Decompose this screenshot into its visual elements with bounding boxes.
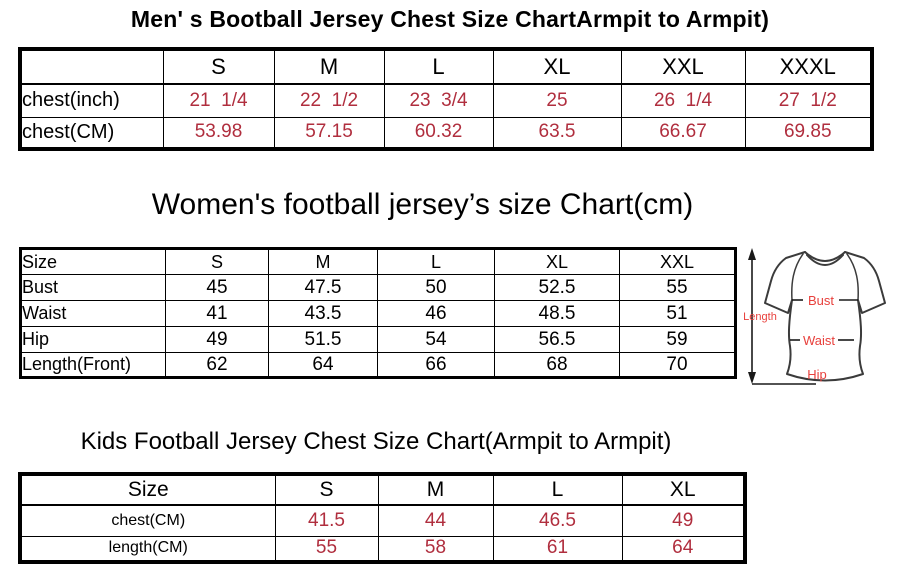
size-value: 48.5 xyxy=(494,300,620,327)
table-row: length(CM) 55 58 61 64 xyxy=(19,535,746,563)
col-header: M xyxy=(273,48,385,85)
size-value: 55 xyxy=(274,535,379,563)
size-value: 27 1/2 xyxy=(744,83,873,118)
size-value: 55 xyxy=(619,274,736,301)
size-value: 52.5 xyxy=(494,274,620,301)
col-header: M xyxy=(377,473,494,506)
size-value: 58 xyxy=(377,535,494,563)
size-value: 63.5 xyxy=(492,116,622,150)
size-value: 51 xyxy=(619,300,736,327)
col-header: S xyxy=(274,473,379,506)
size-value: 44 xyxy=(377,504,494,537)
table-row: chest(CM) 53.98 57.15 60.32 63.5 66.67 6… xyxy=(19,116,873,150)
size-value: 56.5 xyxy=(494,326,620,353)
length-label: Length xyxy=(743,311,777,323)
size-value: 53.98 xyxy=(162,116,275,150)
size-value: 25 xyxy=(492,83,622,118)
col-header: Size xyxy=(20,248,166,275)
row-label: chest(CM) xyxy=(19,504,276,537)
row-label: Bust xyxy=(20,274,166,301)
size-value: 49 xyxy=(621,504,746,537)
size-value: 46.5 xyxy=(492,504,623,537)
row-label: Waist xyxy=(20,300,166,327)
col-header: XXL xyxy=(619,248,736,275)
col-header: XL xyxy=(621,473,746,506)
table-header-row: Size S M L XL XXL xyxy=(20,248,736,275)
table-header-row: S M L XL XXL XXXL xyxy=(19,48,873,85)
size-value: 62 xyxy=(165,352,269,378)
col-header: L xyxy=(377,248,495,275)
kids-chart-title: Kids Football Jersey Chest Size Chart(Ar… xyxy=(80,428,672,455)
mens-size-table: S M L XL XXL XXXL chest(inch) 21 1/4 22 … xyxy=(18,47,874,151)
mens-chart-title: Men' s Bootball Jersey Chest Size ChartA… xyxy=(130,6,770,32)
size-value: 22 1/2 xyxy=(273,83,385,118)
col-header: XXL xyxy=(620,48,746,85)
kids-size-table: Size S M L XL chest(CM) 41.5 44 46.5 49 … xyxy=(18,472,747,564)
col-header: XXXL xyxy=(744,48,873,85)
size-value: 57.15 xyxy=(273,116,385,150)
bust-label: Bust xyxy=(808,293,834,308)
size-value: 43.5 xyxy=(268,300,378,327)
womens-size-table: Size S M L XL XXL Bust 45 47.5 50 52.5 5… xyxy=(19,247,737,379)
col-header: L xyxy=(383,48,494,85)
size-value: 68 xyxy=(494,352,620,378)
size-value: 41 xyxy=(165,300,269,327)
table-row: Waist 41 43.5 46 48.5 51 xyxy=(20,300,736,327)
size-value: 70 xyxy=(619,352,736,378)
size-value: 64 xyxy=(621,535,746,563)
col-header xyxy=(19,48,164,85)
hip-label: Hip xyxy=(807,367,827,382)
table-header-row: Size S M L XL xyxy=(19,473,746,506)
size-value: 49 xyxy=(165,326,269,353)
table-row: Bust 45 47.5 50 52.5 55 xyxy=(20,274,736,301)
row-label: Hip xyxy=(20,326,166,353)
size-value: 21 1/4 xyxy=(162,83,275,118)
col-header: Size xyxy=(19,473,276,506)
size-value: 66 xyxy=(377,352,495,378)
size-value: 41.5 xyxy=(274,504,379,537)
col-header: XL xyxy=(494,248,620,275)
size-value: 45 xyxy=(165,274,269,301)
size-value: 59 xyxy=(619,326,736,353)
length-arrow xyxy=(748,248,816,385)
size-value: 61 xyxy=(492,535,623,563)
col-header: M xyxy=(268,248,378,275)
size-value: 46 xyxy=(377,300,495,327)
row-label: chest(CM) xyxy=(19,116,164,150)
waist-label: Waist xyxy=(803,333,835,348)
table-row: Length(Front) 62 64 66 68 70 xyxy=(20,352,736,378)
size-value: 23 3/4 xyxy=(383,83,494,118)
size-value: 69.85 xyxy=(744,116,873,150)
table-row: chest(inch) 21 1/4 22 1/2 23 3/4 25 26 1… xyxy=(19,83,873,118)
size-value: 51.5 xyxy=(268,326,378,353)
size-value: 64 xyxy=(268,352,378,378)
col-header: L xyxy=(492,473,623,506)
table-row: Hip 49 51.5 54 56.5 59 xyxy=(20,326,736,353)
womens-chart-title: Women's football jersey’s size Chart(cm) xyxy=(151,188,694,221)
size-value: 54 xyxy=(377,326,495,353)
row-label: chest(inch) xyxy=(19,83,164,118)
table-row: chest(CM) 41.5 44 46.5 49 xyxy=(19,504,746,537)
row-label: length(CM) xyxy=(19,535,276,563)
col-header: XL xyxy=(492,48,622,85)
tshirt-outline-icon xyxy=(764,251,886,382)
row-label: Length(Front) xyxy=(20,352,166,378)
tshirt-measurement-diagram: Length Bust Waist Hip xyxy=(743,248,886,385)
col-header: S xyxy=(162,48,275,85)
size-value: 66.67 xyxy=(620,116,746,150)
col-header: S xyxy=(165,248,269,275)
size-value: 60.32 xyxy=(383,116,494,150)
size-value: 50 xyxy=(377,274,495,301)
size-value: 26 1/4 xyxy=(620,83,746,118)
size-value: 47.5 xyxy=(268,274,378,301)
measurement-lines xyxy=(790,299,858,341)
